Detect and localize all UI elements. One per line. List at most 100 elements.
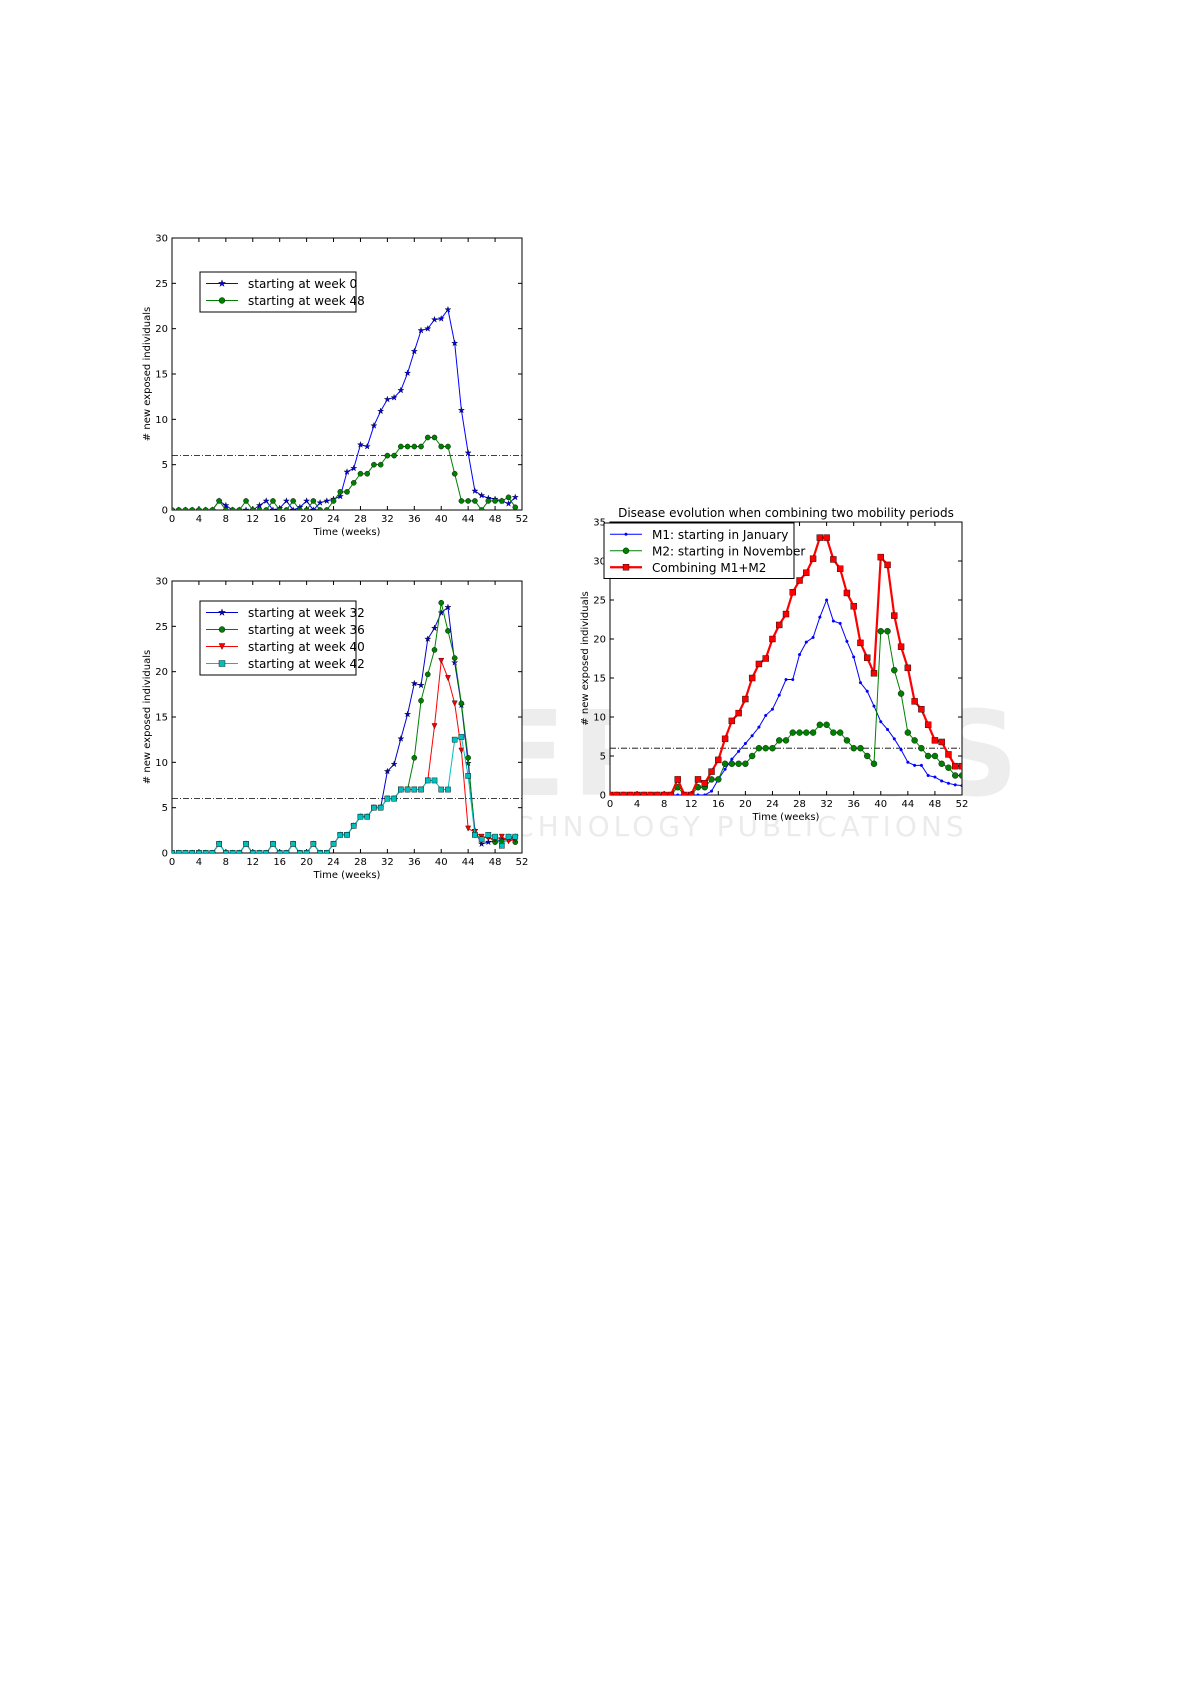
marker <box>202 850 209 853</box>
marker <box>451 339 459 347</box>
marker <box>403 710 412 718</box>
x-tick-label: 24 <box>766 799 779 810</box>
marker <box>884 628 891 635</box>
marker <box>451 470 458 477</box>
marker <box>938 760 945 767</box>
marker <box>667 791 675 795</box>
marker <box>845 639 849 643</box>
marker <box>485 832 492 838</box>
legend-box <box>199 600 357 676</box>
marker <box>865 689 869 693</box>
y-tick-label: 35 <box>593 518 606 529</box>
marker <box>391 795 397 802</box>
marker <box>498 833 505 840</box>
marker <box>891 612 898 619</box>
marker <box>499 498 505 504</box>
y-tick-label: 30 <box>155 577 168 588</box>
legend-label: starting at week 32 <box>248 606 365 620</box>
marker <box>789 729 796 736</box>
marker <box>622 564 630 571</box>
marker <box>391 452 397 459</box>
marker <box>290 498 296 504</box>
marker <box>742 760 749 767</box>
marker <box>458 700 465 707</box>
marker <box>472 832 478 838</box>
marker <box>196 850 202 853</box>
marker <box>410 347 418 355</box>
marker <box>647 791 654 795</box>
marker <box>676 793 680 795</box>
marker <box>945 764 952 771</box>
marker <box>363 442 371 450</box>
marker <box>622 547 630 554</box>
chart-title: Disease evolution when combining two mob… <box>618 506 954 520</box>
marker <box>330 841 337 847</box>
marker <box>723 767 727 771</box>
marker <box>830 729 837 736</box>
marker <box>256 507 263 510</box>
marker <box>721 760 729 767</box>
marker <box>289 506 297 510</box>
marker <box>505 494 512 501</box>
marker <box>350 464 358 472</box>
marker <box>940 779 944 783</box>
series <box>610 534 962 795</box>
marker <box>755 660 763 668</box>
marker <box>242 506 250 510</box>
x-tick-label: 24 <box>327 857 340 868</box>
marker <box>350 823 357 829</box>
marker <box>892 737 896 741</box>
marker <box>411 786 418 793</box>
marker <box>255 501 264 509</box>
marker <box>633 791 641 795</box>
marker <box>324 507 330 510</box>
x-tick-label: 36 <box>408 514 421 525</box>
marker <box>418 443 424 450</box>
marker <box>911 737 918 744</box>
series-line <box>172 436 516 510</box>
x-tick-label: 8 <box>661 799 667 810</box>
marker <box>804 640 808 644</box>
marker <box>445 786 451 793</box>
marker <box>762 655 769 662</box>
marker <box>269 506 277 510</box>
chart: Disease evolution when combining two mob… <box>580 506 968 823</box>
series-line <box>172 736 516 853</box>
marker <box>624 532 628 536</box>
marker <box>356 440 365 448</box>
marker <box>703 793 707 795</box>
marker <box>263 507 270 510</box>
y-axis-label: # new exposed individuals <box>580 591 591 725</box>
y-tick-label: 15 <box>155 370 168 381</box>
marker <box>451 655 458 661</box>
marker <box>424 324 432 332</box>
marker <box>811 635 815 639</box>
marker <box>919 763 923 767</box>
x-tick-label: 32 <box>820 799 833 810</box>
legend-box <box>199 271 357 313</box>
marker <box>884 561 891 569</box>
marker <box>885 727 890 732</box>
marker <box>398 786 404 793</box>
marker <box>303 507 310 510</box>
marker <box>796 577 803 584</box>
legend-label: starting at week 48 <box>248 294 365 308</box>
marker <box>218 660 226 667</box>
marker <box>681 791 688 795</box>
marker <box>924 721 932 728</box>
marker <box>403 369 412 377</box>
x-tick-label: 24 <box>327 514 340 525</box>
marker <box>715 756 722 764</box>
x-tick-label: 4 <box>196 857 202 868</box>
marker <box>377 804 384 811</box>
marker <box>430 624 439 632</box>
marker <box>196 507 202 510</box>
marker <box>838 621 842 625</box>
marker <box>209 507 216 510</box>
marker <box>303 497 311 504</box>
x-tick-label: 8 <box>223 514 229 525</box>
marker <box>256 850 263 853</box>
series <box>172 734 519 853</box>
marker <box>782 610 790 618</box>
x-tick-label: 20 <box>300 857 313 868</box>
